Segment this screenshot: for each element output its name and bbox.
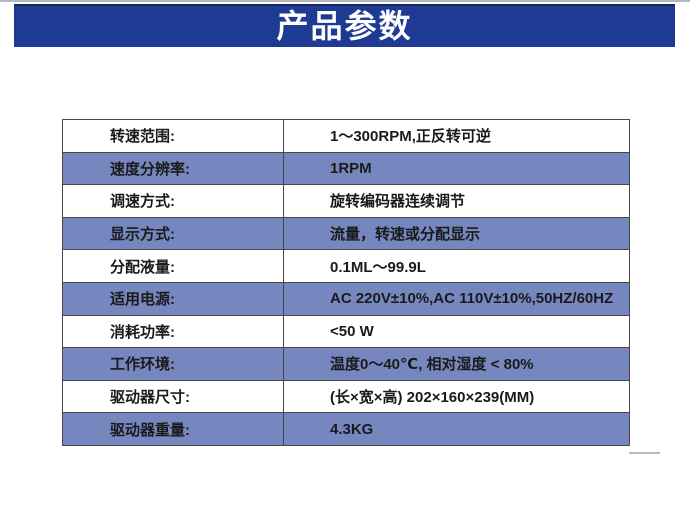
banner-title: 产品参数 xyxy=(276,8,413,44)
spec-label-cell: 驱动器尺寸: xyxy=(62,379,284,414)
spec-label-cell: 调速方式: xyxy=(62,184,284,218)
spec-label-cell: 显示方式: xyxy=(62,216,284,251)
spec-value-cell: 旋转编码器连续调节 xyxy=(283,184,630,218)
spec-label-cell: 工作环境: xyxy=(62,347,284,381)
table-row: 调速方式: 旋转编码器连续调节 xyxy=(62,184,630,218)
spec-label-cell: 消耗功率: xyxy=(62,314,284,349)
spec-value-cell: <50 W xyxy=(283,314,630,349)
spec-label-cell: 分配液量: xyxy=(62,249,284,283)
table-row: 速度分辨率: 1RPM xyxy=(62,151,630,186)
table-row: 适用电源: AC 220V±10%,AC 110V±10%,50HZ/60HZ xyxy=(62,281,630,316)
table-row: 消耗功率: <50 W xyxy=(62,314,630,349)
spec-label-cell: 驱动器重量: xyxy=(62,412,284,446)
table-row: 驱动器重量: 4.3KG xyxy=(62,412,630,446)
spec-label-cell: 速度分辨率: xyxy=(62,151,284,186)
spec-value-cell: 0.1ML～99.9L xyxy=(283,249,630,283)
table-row: 分配液量: 0.1ML～99.9L xyxy=(62,249,630,283)
spec-value-cell: 温度0～40℃, 相对湿度 < 80% xyxy=(283,347,630,381)
spec-value-cell: 1～300RPM,正反转可逆 xyxy=(283,119,630,153)
product-params-banner: 产品参数 xyxy=(14,4,675,47)
spec-table: 转速范围: 1～300RPM,正反转可逆 速度分辨率: 1RPM 调速方式: 旋转编码器连… xyxy=(62,119,630,446)
table-row: 转速范围: 1～300RPM,正反转可逆 xyxy=(62,119,630,153)
top-edge-line xyxy=(0,0,690,2)
spec-label-cell: 适用电源: xyxy=(62,281,284,316)
spec-value-cell: AC 220V±10%,AC 110V±10%,50HZ/60HZ xyxy=(283,281,630,316)
table-row: 驱动器尺寸: (长×宽×高) 202×160×239(MM) xyxy=(62,379,630,414)
spec-value-cell: 4.3KG xyxy=(283,412,630,446)
table-row: 显示方式: 流量，转速或分配显示 xyxy=(62,216,630,251)
spec-label-cell: 转速范围: xyxy=(62,119,284,153)
spec-value-cell: 流量，转速或分配显示 xyxy=(283,216,630,251)
spec-value-cell: 1RPM xyxy=(283,151,630,186)
table-shadow-artifact xyxy=(629,452,660,454)
spec-value-cell: (长×宽×高) 202×160×239(MM) xyxy=(283,379,630,414)
table-row: 工作环境: 温度0～40℃, 相对湿度 < 80% xyxy=(62,347,630,381)
